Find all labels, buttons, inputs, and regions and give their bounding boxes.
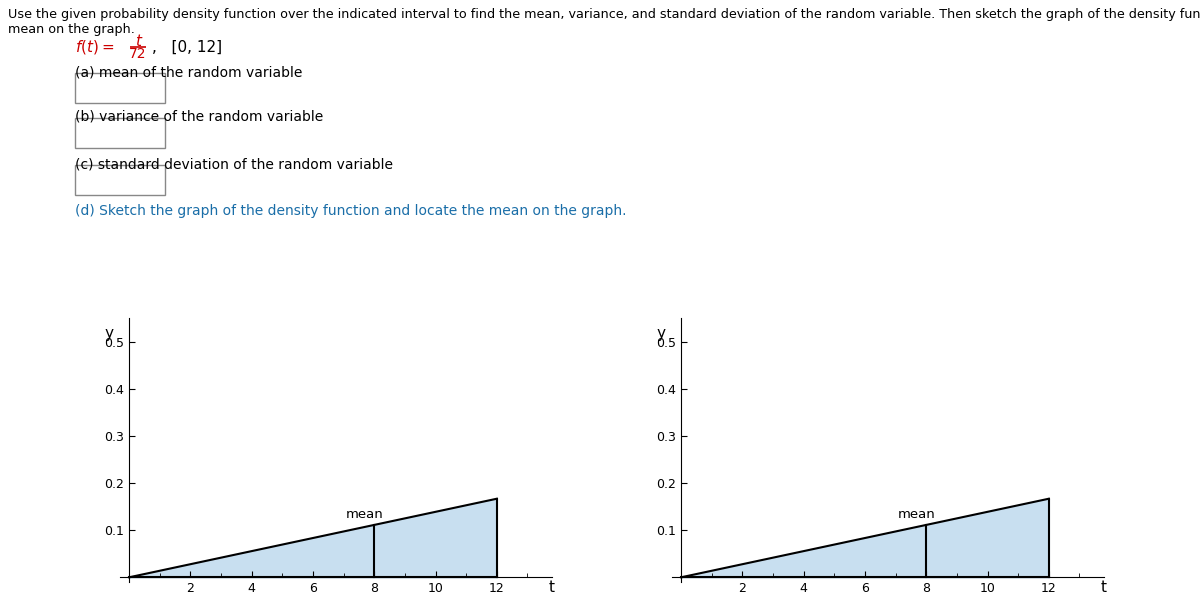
Text: y: y	[656, 326, 666, 341]
Text: (c) standard deviation of the random variable: (c) standard deviation of the random var…	[74, 157, 394, 171]
Text: t: t	[1100, 580, 1106, 595]
Text: ,   [0, 12]: , [0, 12]	[152, 40, 222, 55]
Text: y: y	[104, 326, 114, 341]
Text: mean on the graph.: mean on the graph.	[8, 23, 134, 36]
Text: $f(t)=$: $f(t)=$	[74, 38, 114, 56]
Text: Use the given probability density function over the indicated interval to find t: Use the given probability density functi…	[8, 8, 1200, 21]
Text: t: t	[548, 580, 554, 595]
Text: mean: mean	[347, 508, 384, 521]
Text: (a) mean of the random variable: (a) mean of the random variable	[74, 65, 302, 79]
Bar	[74, 165, 166, 195]
Text: 72: 72	[130, 47, 146, 61]
Bar	[74, 73, 166, 103]
Text: (d) Sketch the graph of the density function and locate the mean on the graph.: (d) Sketch the graph of the density func…	[74, 204, 626, 218]
Text: t: t	[134, 34, 142, 49]
Bar	[74, 118, 166, 148]
Text: mean: mean	[899, 508, 936, 521]
Text: (b) variance of the random variable: (b) variance of the random variable	[74, 110, 323, 124]
